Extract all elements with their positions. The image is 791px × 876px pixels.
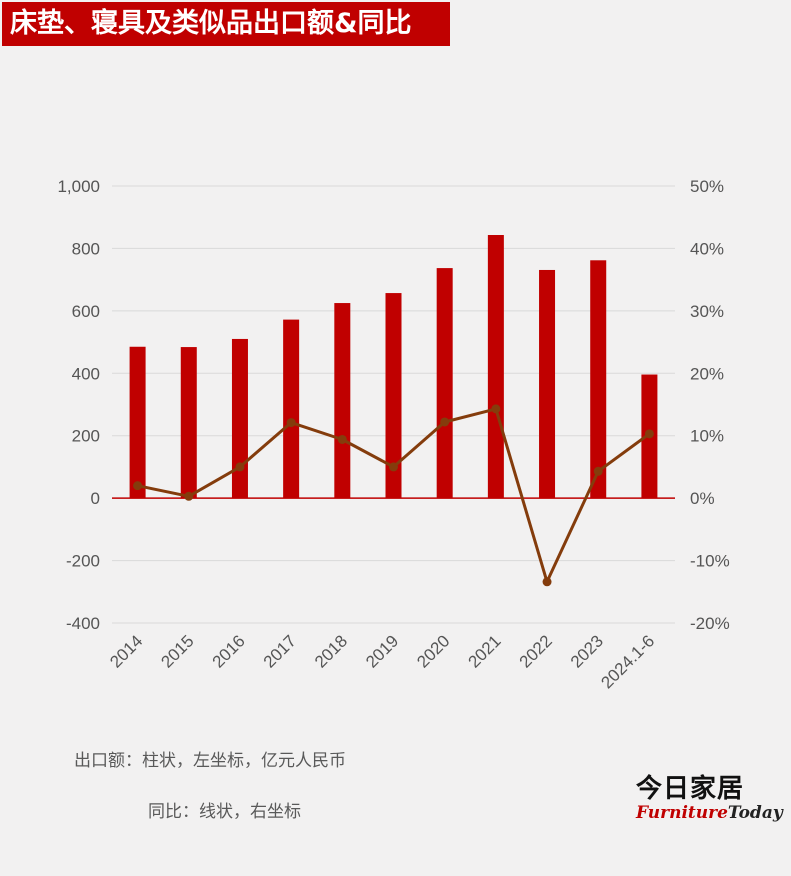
brand-logo-en-part2: Today [727, 803, 783, 823]
brand-logo-en-part1: Furniture [636, 803, 728, 823]
bar [283, 319, 300, 499]
bar [590, 260, 607, 499]
right-tick-label: -20% [690, 614, 730, 633]
category-label: 2014 [106, 631, 146, 671]
line-point [491, 404, 501, 414]
left-axis: -400 -200 0 200 400 600 800 1,000 [57, 177, 100, 633]
right-tick-label: 40% [690, 239, 724, 258]
left-tick-label: 0 [91, 489, 100, 508]
category-label: 2016 [209, 631, 249, 671]
category-label: 2024.1-6 [597, 631, 658, 692]
line-point [593, 466, 603, 476]
left-tick-label: 200 [72, 427, 100, 446]
bar-series [129, 235, 658, 499]
right-tick-label: 0% [690, 489, 715, 508]
category-label: 2023 [567, 631, 607, 671]
line-legend-note: 同比：线状，右坐标 [148, 802, 301, 822]
right-tick-label: 10% [690, 427, 724, 446]
right-tick-label: 50% [690, 177, 724, 196]
brand-logo-en: FurnitureToday [636, 803, 783, 823]
right-tick-label: 20% [690, 364, 724, 383]
left-tick-label: -200 [66, 552, 100, 571]
bar [436, 268, 453, 499]
category-label: 2017 [260, 631, 300, 671]
left-tick-label: 1,000 [57, 177, 100, 196]
line-point [644, 429, 654, 439]
bar [539, 269, 556, 499]
bar [231, 338, 248, 499]
right-axis: -20% -10% 0% 10% 20% 30% 40% 50% [690, 177, 730, 633]
line-point [440, 417, 450, 427]
category-label: 2022 [516, 631, 556, 671]
category-axis: 2014 2015 2016 2017 2018 2019 2020 2021 2022 2023… [106, 631, 658, 692]
category-label: 2019 [362, 631, 402, 671]
line-point [184, 491, 194, 501]
line-point [542, 577, 552, 587]
bar [180, 347, 197, 499]
bar [334, 303, 351, 499]
line-point [337, 434, 347, 444]
left-tick-label: -400 [66, 614, 100, 633]
line-point [286, 418, 296, 428]
line-point [235, 462, 245, 472]
line-series [133, 404, 654, 587]
right-tick-label: 30% [690, 302, 724, 321]
right-tick-label: -10% [690, 552, 730, 571]
line-point [133, 481, 143, 491]
category-label: 2021 [465, 631, 505, 671]
brand-logo-cn: 今日家居 [636, 774, 745, 804]
category-label: 2015 [157, 631, 197, 671]
category-label: 2020 [413, 631, 453, 671]
left-tick-label: 800 [72, 239, 100, 258]
bar [385, 293, 402, 499]
left-tick-label: 400 [72, 364, 100, 383]
bar [129, 346, 146, 499]
chart-title: 床垫、寝具及类似品出口额&同比 [2, 2, 450, 46]
bar-legend-note: 出口额：柱状，左坐标，亿元人民币 [74, 751, 346, 771]
category-label: 2018 [311, 631, 351, 671]
left-tick-label: 600 [72, 302, 100, 321]
line-point [389, 462, 398, 472]
bar [487, 235, 504, 499]
